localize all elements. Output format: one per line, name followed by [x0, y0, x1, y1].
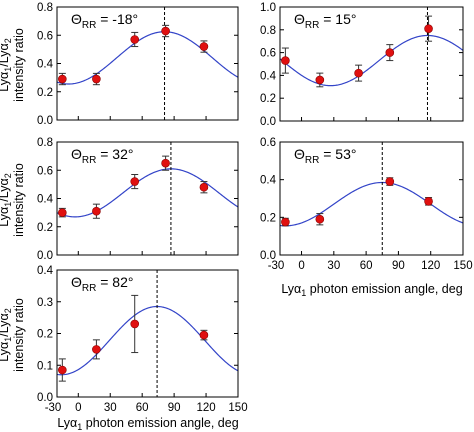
x-tick-label: 150	[228, 402, 247, 414]
y-tick-label: 0.8	[37, 137, 53, 149]
fit-curve	[57, 168, 238, 218]
panel-title: ΘRR = 53°	[294, 146, 356, 166]
x-tick-label: 60	[360, 260, 373, 272]
svg-text:Lyα1/Lyα2: Lyα1/Lyα2	[0, 173, 13, 226]
data-point	[92, 74, 101, 84]
data-point	[199, 182, 209, 192]
y-tick-label: 0.4	[37, 59, 54, 71]
data-point	[58, 365, 67, 375]
x-axis-label-right: Lyα1 photon emission angle, deg	[281, 282, 462, 298]
panel-title: ΘRR = 32°	[71, 146, 133, 166]
data-point	[354, 68, 363, 78]
chart-panel-3: 0.0 0.2 0.4 0.6 0.8 ΘRR = 32°	[37, 137, 239, 262]
y-tick-label: 0.2	[37, 222, 53, 234]
y-tick-label: 0.8	[260, 25, 276, 37]
y-tick-label: 0.0	[37, 115, 53, 127]
data-point	[161, 158, 170, 168]
x-tick-label: 0	[298, 260, 304, 272]
x-tick-label: -30	[45, 402, 62, 414]
plot-frame	[279, 6, 464, 122]
y-tick-label: 0.4	[260, 70, 277, 82]
x-tick-label: 90	[392, 260, 405, 272]
chart-panel-5: 0.0 0.1 0.2 0.3 0.4 -30 0 30 60 90 120 150 ΘRR = 82°	[37, 265, 248, 414]
y-tick-label: 0.2	[37, 329, 53, 341]
data-point	[58, 208, 67, 217]
svg-text:intensity ratio: intensity ratio	[12, 28, 26, 102]
fit-curve	[57, 31, 238, 85]
y-tick-label: 0.4	[260, 175, 277, 187]
y-tick-label: 0.8	[37, 2, 53, 14]
data-point	[130, 319, 140, 329]
x-tick-label: 120	[421, 260, 440, 272]
x-tick-label: -30	[268, 260, 285, 272]
data-point	[199, 42, 209, 51]
y-axis-label-middle: Lyα1/Lyα2 intensity ratio	[0, 163, 26, 237]
y-tick-label: 0.0	[260, 250, 276, 262]
svg-text:intensity ratio: intensity ratio	[12, 163, 26, 237]
x-axis-label-left: Lyα1 photon emission angle, deg	[57, 416, 238, 432]
svg-text:Lyα1/Lyα2: Lyα1/Lyα2	[0, 38, 13, 91]
fit-curve	[280, 181, 463, 227]
x-tick-label: 150	[453, 260, 472, 272]
chart-panel-1: 0.0 0.2 0.4 0.6 0.8 ΘRR = -18°	[37, 2, 239, 127]
data-point	[58, 74, 67, 84]
y-tick-label: 0.2	[260, 212, 276, 224]
data-point	[385, 177, 395, 186]
data-point	[281, 56, 290, 65]
y-tick-label: 0.0	[260, 116, 276, 128]
panel-title: ΘRR = 15°	[294, 11, 356, 31]
data-point	[199, 330, 209, 340]
y-axis-label-bottom: Lyα1/Lyα2 intensity ratio	[0, 298, 26, 372]
data-point	[130, 35, 140, 44]
y-tick-label: 0.4	[37, 194, 54, 206]
chart-panel-4: 0.0 0.2 0.4 0.6 -30 0 30 60 90 120 150 ΘRR = 53°	[260, 137, 473, 272]
panel-title: ΘRR = -18°	[71, 11, 138, 31]
y-tick-label: 0.6	[260, 137, 276, 149]
x-tick-label: 30	[104, 402, 117, 414]
y-tick-label: 0.3	[37, 297, 53, 309]
y-tick-label: 0.4	[37, 265, 54, 277]
data-point	[424, 197, 433, 206]
data-point	[424, 24, 433, 33]
svg-text:Lyα1/Lyα2: Lyα1/Lyα2	[0, 308, 13, 361]
y-tick-label: 1.0	[260, 2, 276, 14]
data-point	[92, 206, 101, 216]
x-tick-label: 30	[327, 260, 340, 272]
y-tick-label: 0.6	[37, 165, 53, 177]
data-point	[315, 75, 325, 85]
y-tick-label: 0.0	[37, 392, 53, 404]
y-tick-label: 0.0	[37, 250, 53, 262]
x-tick-label: 120	[196, 402, 215, 414]
plot-frame	[279, 141, 464, 256]
x-tick-label: 0	[75, 402, 81, 414]
data-point	[385, 48, 395, 57]
y-tick-label: 0.2	[260, 93, 276, 105]
data-point	[161, 26, 170, 36]
panel-title: ΘRR = 82°	[71, 274, 133, 294]
y-tick-label: 0.6	[37, 30, 53, 42]
y-tick-label: 0.2	[37, 87, 53, 99]
fit-curve	[280, 34, 463, 87]
y-tick-label: 0.6	[260, 48, 276, 60]
x-tick-label: 60	[136, 402, 149, 414]
x-tick-label: 90	[168, 402, 181, 414]
svg-text:intensity ratio: intensity ratio	[12, 298, 26, 372]
chart-panel-2: 0.0 0.2 0.4 0.6 0.8 1.0 ΘRR = 15°	[260, 2, 464, 128]
y-tick-label: 0.1	[37, 360, 53, 372]
fit-curve	[57, 305, 238, 376]
data-point	[130, 177, 140, 186]
data-point	[315, 214, 325, 224]
data-point	[281, 217, 290, 227]
y-axis-label-top: Lyα1/Lyα2 intensity ratio	[0, 28, 26, 102]
data-point	[92, 345, 101, 354]
